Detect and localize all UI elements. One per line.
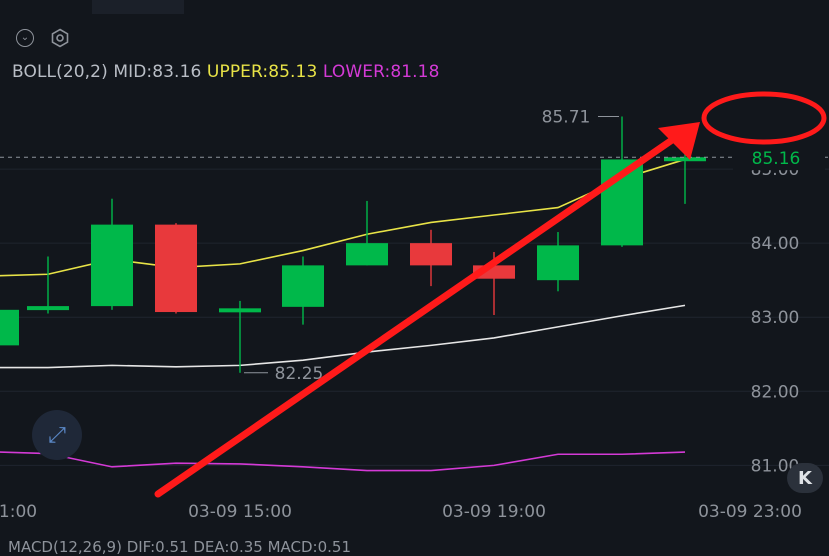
high-value-label: 85.71 xyxy=(542,107,591,127)
x-tick-label-3: 03-09 23:00 xyxy=(698,502,802,522)
macd-legend-cutoff: MACD(12,26,9) DIF:0.51 DEA:0.35 MACD:0.5… xyxy=(8,538,352,556)
current-price-label: 85.16 xyxy=(752,149,801,169)
expand-button[interactable]: ⤢ xyxy=(32,410,82,460)
top-tab-strip xyxy=(92,0,184,14)
y-tick-label-2: 83.00 xyxy=(751,308,800,328)
mid-band-line xyxy=(0,304,686,369)
lower-band-line xyxy=(0,451,686,472)
y-tick-label-3: 82.00 xyxy=(751,382,800,402)
candle-body-0 xyxy=(0,309,19,346)
current-price-box xyxy=(733,144,825,171)
boll-legend: BOLL(20,2) MID:83.16 UPPER:85.13 LOWER:8… xyxy=(12,62,440,82)
x-tick-label-1: 03-09 15:00 xyxy=(188,502,292,522)
kline-toggle-button[interactable]: K xyxy=(787,463,823,493)
boll-legend-lower: LOWER:81.18 xyxy=(322,62,440,82)
y-tick-label-1: 84.00 xyxy=(751,234,800,254)
chevron-down-icon: ⌄ xyxy=(20,32,30,43)
candle-body-1 xyxy=(27,306,69,311)
kline-icon: K xyxy=(798,467,812,489)
candle-body-7 xyxy=(410,243,452,266)
boll-legend-upper: UPPER:85.13 xyxy=(206,62,318,82)
candle-body-5 xyxy=(282,265,324,307)
low-value-label: 82.25 xyxy=(275,364,324,384)
boll-legend-name: BOLL(20,2) xyxy=(12,62,108,82)
candle-body-9 xyxy=(537,245,579,281)
x-tick-label-2: 03-09 19:00 xyxy=(442,502,546,522)
boll-legend-mid: MID:83.16 xyxy=(113,62,202,82)
expand-arrows-icon: ⤢ xyxy=(48,422,66,448)
collapse-toggle-button[interactable]: ⌄ xyxy=(16,29,34,47)
candle-body-4 xyxy=(219,308,261,313)
x-tick-label-0: 1:00 xyxy=(0,502,37,522)
annotation-circle xyxy=(701,91,827,145)
annotation-arrow-shaft xyxy=(154,136,676,498)
candle-body-11 xyxy=(664,157,706,162)
settings-hexagon-icon[interactable] xyxy=(50,28,70,48)
annotation-arrow-head xyxy=(658,122,700,160)
candle-body-2 xyxy=(91,224,133,307)
candle-body-3 xyxy=(155,224,197,313)
candle-body-6 xyxy=(346,243,388,266)
